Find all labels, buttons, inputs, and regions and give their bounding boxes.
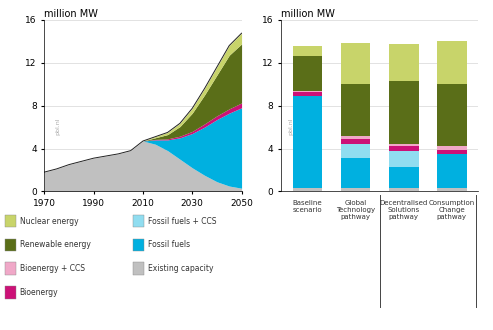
Bar — [341, 136, 370, 139]
Text: Nuclear energy: Nuclear energy — [20, 216, 78, 226]
Bar — [292, 56, 322, 91]
Text: Consumption
Change
pathway: Consumption Change pathway — [428, 200, 475, 220]
Text: pbl.nl: pbl.nl — [288, 117, 293, 135]
Text: million MW: million MW — [281, 9, 335, 19]
Text: Baseline
scenario: Baseline scenario — [293, 200, 322, 213]
Text: pbl.nl: pbl.nl — [56, 117, 61, 135]
Text: Existing capacity: Existing capacity — [148, 264, 213, 273]
Bar — [292, 188, 322, 191]
Bar — [292, 46, 322, 56]
Bar — [437, 149, 467, 154]
Bar — [437, 84, 467, 147]
Text: Decentralised
Solutions
pathway: Decentralised Solutions pathway — [380, 200, 428, 220]
Bar — [341, 144, 370, 158]
Text: Global
Technology
pathway: Global Technology pathway — [336, 200, 375, 220]
Bar — [389, 82, 419, 144]
Bar — [292, 91, 322, 92]
Text: Bioenergy: Bioenergy — [20, 288, 58, 297]
Bar — [292, 92, 322, 96]
Bar — [389, 144, 419, 146]
Bar — [389, 150, 419, 167]
Bar — [437, 188, 467, 191]
Text: Renewable energy: Renewable energy — [20, 240, 91, 249]
Text: Bioenergy + CCS: Bioenergy + CCS — [20, 264, 85, 273]
Bar — [292, 96, 322, 188]
Bar — [341, 43, 370, 84]
Text: million MW: million MW — [44, 9, 98, 19]
Bar — [437, 154, 467, 188]
Bar — [341, 84, 370, 136]
Text: Fossil fuels + CCS: Fossil fuels + CCS — [148, 216, 216, 226]
Bar — [341, 139, 370, 144]
Bar — [437, 147, 467, 149]
Bar — [389, 167, 419, 188]
Bar — [341, 188, 370, 191]
Bar — [341, 158, 370, 188]
Bar — [389, 44, 419, 82]
Bar — [389, 188, 419, 191]
Bar — [389, 146, 419, 150]
Bar — [437, 41, 467, 84]
Text: Fossil fuels: Fossil fuels — [148, 240, 190, 249]
